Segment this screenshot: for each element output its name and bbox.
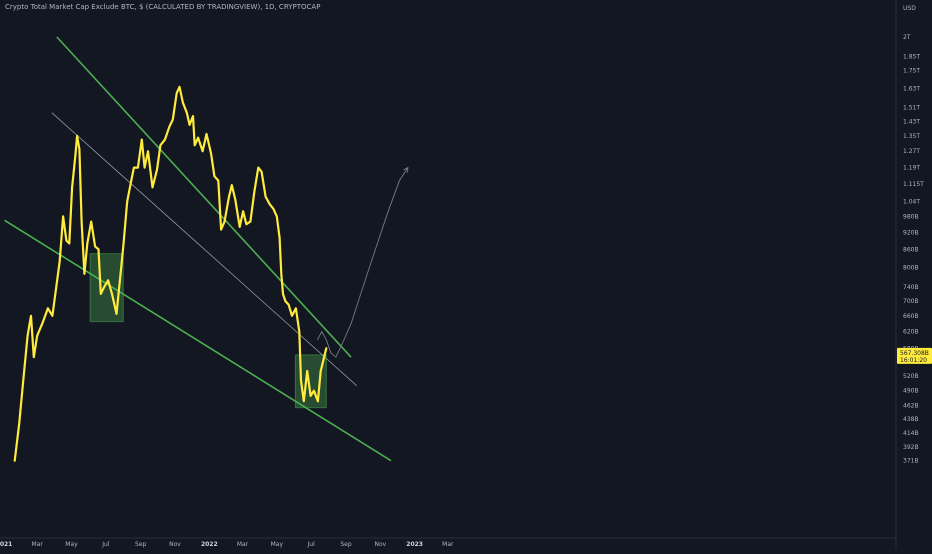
y-axis-ticks: 2T 1.85T 1.75T 1.63T 1.51T 1.43T 1.35T 1.27T 1.1… [903,34,924,465]
y-tick-label: 1.43T [903,118,920,125]
projection-path [316,166,409,358]
y-tick-label: 1.19T [903,165,920,172]
trendline-2 [56,36,352,358]
projection-line [316,167,409,358]
y-tick-label: 700B [903,298,919,305]
y-tick-label: 1.115T [903,181,924,188]
y-tick-label: 1.63T [903,85,920,92]
x-tick-label: Sep [135,541,147,548]
price-series-line-1 [13,85,328,462]
x-tick-label: Mar [237,541,249,548]
y-tick-label: 392B [903,444,919,451]
y-tick-label: 520B [903,373,919,380]
x-tick-label: May [271,541,284,548]
x-tick-label: Nov [169,541,181,548]
x-tick-label: Nov [374,541,386,548]
x-tick-label: 2022 [201,541,218,548]
trendlines [4,36,392,462]
y-tick-label: 1.51T [903,105,920,112]
y-tick-label: 980B [903,213,919,220]
x-tick-label: 2021 [0,541,12,548]
last-price-countdown: 16:01:20 [900,357,927,364]
y-tick-label: 1.85T [903,54,920,61]
projection-arrowhead [403,166,409,173]
x-tick-label: Mar [32,541,44,548]
y-tick-label: 2T [903,34,911,41]
chart-title: Crypto Total Market Cap Exclude BTC, $ (… [5,3,321,11]
price-series [13,85,328,462]
highlight-boxes [89,253,327,409]
y-tick-label: 920B [903,229,919,236]
x-axis-ticks: 2021 Mar May Jul Sep Nov 2022 Mar May Jul Sep Nov 20… [0,541,454,548]
x-tick-label: May [65,541,78,548]
y-tick-label: 740B [903,284,919,291]
last-price-badge [897,347,932,364]
y-tick-label: 800B [903,264,919,271]
trendline-1 [4,219,392,462]
x-tick-label: Sep [340,541,352,548]
x-tick-label: Mar [442,541,454,548]
x-tick-label: Jul [101,541,110,548]
trendline-3 [51,112,357,386]
y-tick-label: 1.27T [903,148,920,155]
y-tick-label: 438B [903,416,919,423]
y-tick-label: 1.04T [903,198,920,205]
y-tick-label: 371B [903,458,919,465]
last-price-value: 567.308B [900,350,929,357]
y-tick-label: 620B [903,329,919,336]
y-tick-label: 1.35T [903,133,920,140]
y-tick-label: 660B [903,313,919,320]
y-tick-label: 860B [903,246,919,253]
y-tick-label: 490B [903,388,919,395]
y-tick-label: 414B [903,430,919,437]
x-tick-label: 2023 [406,541,423,548]
y-axis-unit: USD [903,5,916,12]
x-tick-label: Jul [307,541,316,548]
y-tick-label: 1.75T [903,68,920,75]
y-tick-label: 462B [903,403,919,410]
